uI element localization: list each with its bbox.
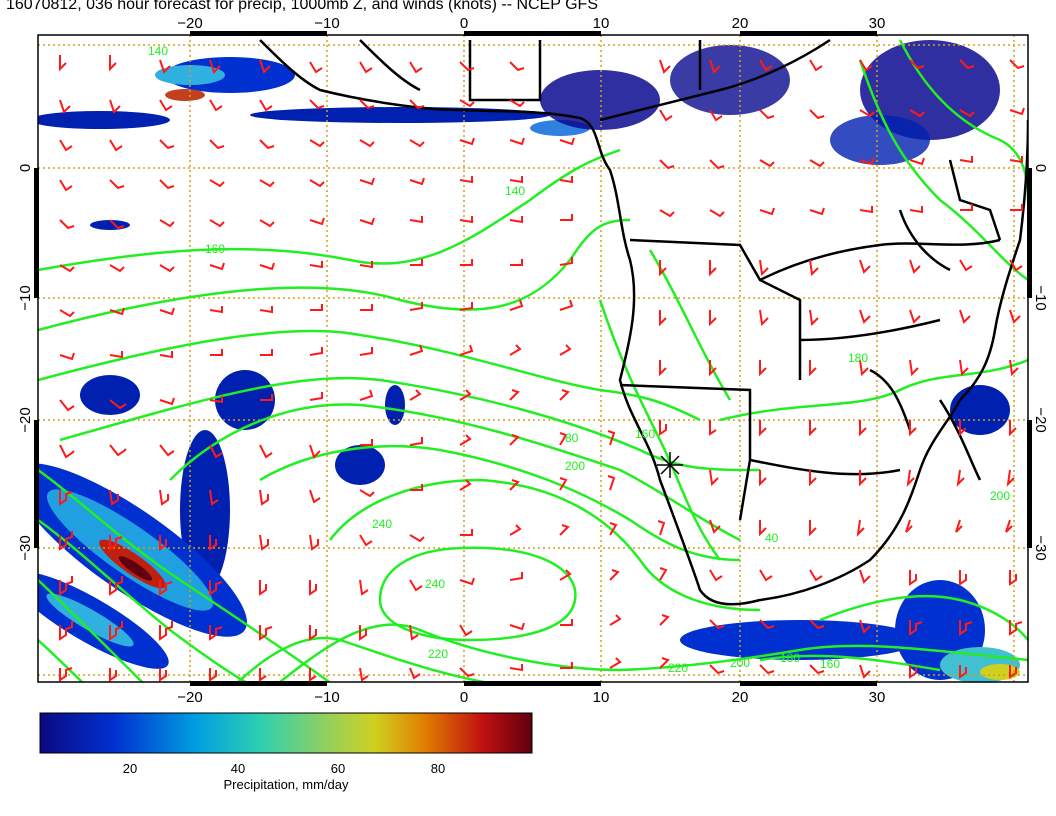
lon-tick-label: 20: [732, 689, 749, 706]
lon-tick-label: −20: [177, 15, 202, 32]
axis-bars: [34, 31, 1032, 686]
contour-label: 160: [205, 242, 225, 256]
colorbar-tick: 20: [123, 761, 137, 776]
lon-tick-label: −10: [314, 689, 339, 706]
lon-tick-label: 10: [593, 689, 610, 706]
graticule: [38, 35, 1028, 682]
contour-label: 240: [425, 577, 445, 591]
colorbar: 20 40 60 80 Precipitation, mm/day: [39, 712, 533, 792]
colorbar-gradient: [39, 712, 533, 754]
contour-label: 180: [780, 651, 800, 665]
contour-label: 200: [990, 489, 1010, 503]
lat-tick-label: −20: [1032, 407, 1049, 432]
lat-tick-label: −10: [1032, 285, 1049, 310]
lon-tick-label: 30: [869, 689, 886, 706]
lat-tick-labels-left: 0 −10 −20 −30: [17, 164, 34, 561]
contour-labels: 140 140 160 160 180 180 200 200 220 220 …: [148, 44, 1010, 675]
colorbar-tick: 80: [431, 761, 445, 776]
contour-label: 220: [668, 661, 688, 675]
wind-barbs: [59, 55, 1025, 682]
lon-tick-label: 10: [593, 15, 610, 32]
lon-tick-labels-bottom: −20 −10 0 10 20 30: [177, 689, 885, 706]
station-marker: [657, 452, 683, 478]
coastlines: [259, 38, 1028, 606]
contour-label: 160: [635, 427, 655, 441]
lon-tick-label: 0: [460, 689, 468, 706]
contour-label: 240: [372, 517, 392, 531]
contour-label: 80: [565, 431, 579, 445]
contour-label: 200: [565, 459, 585, 473]
colorbar-tick: 60: [331, 761, 345, 776]
lat-tick-label: −10: [17, 285, 34, 310]
lat-tick-label: −20: [17, 407, 34, 432]
lat-tick-label: 0: [1032, 164, 1049, 172]
contour-label: 200: [730, 656, 750, 670]
contour-label: 140: [148, 44, 168, 58]
lon-tick-label: −10: [314, 15, 339, 32]
lat-tick-labels-right: 0 −10 −20 −30: [1032, 164, 1049, 561]
lon-tick-label: −20: [177, 689, 202, 706]
contour-label: 180: [848, 351, 868, 365]
lat-tick-label: −30: [17, 535, 34, 560]
map-title: 16070812, 036 hour forecast for precip, …: [6, 0, 598, 13]
contour-label: 40: [765, 531, 779, 545]
lon-tick-labels-top: −20 −10 0 10 20 30: [177, 15, 885, 32]
lat-tick-label: 0: [17, 164, 34, 172]
lon-tick-label: 30: [869, 15, 886, 32]
contour-label: 140: [505, 184, 525, 198]
lon-tick-label: 0: [460, 15, 468, 32]
lon-tick-label: 20: [732, 15, 749, 32]
contour-label: 220: [428, 647, 448, 661]
contour-label: 160: [820, 657, 840, 671]
colorbar-tick: 40: [231, 761, 245, 776]
lat-tick-label: −30: [1032, 535, 1049, 560]
colorbar-label: Precipitation, mm/day: [224, 777, 349, 792]
